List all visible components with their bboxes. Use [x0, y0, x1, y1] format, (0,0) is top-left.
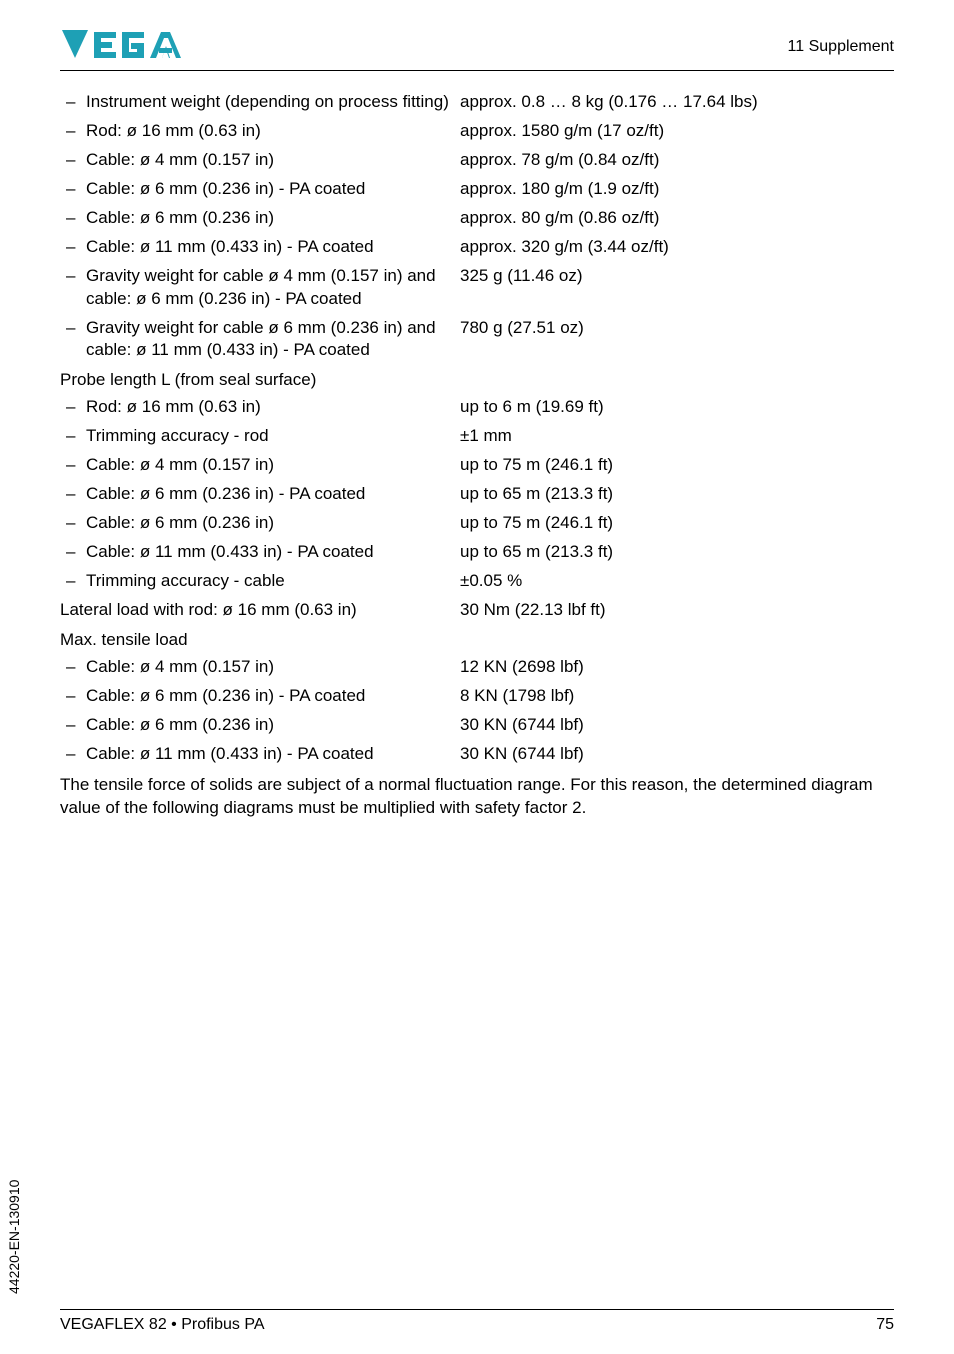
spec-label: Cable: ø 4 mm (0.157 in) [86, 149, 460, 172]
spec-label: Cable: ø 6 mm (0.236 in) [86, 714, 460, 737]
spec-row: –Cable: ø 6 mm (0.236 in)30 KN (6744 lbf… [60, 714, 894, 737]
list-dash: – [60, 120, 86, 143]
max-tensile-heading: Max. tensile load [60, 630, 894, 650]
spec-label: Lateral load with rod: ø 16 mm (0.63 in) [60, 599, 460, 622]
section-title: 11 Supplement [788, 38, 894, 56]
spec-row: –Cable: ø 11 mm (0.433 in) - PA coated30… [60, 743, 894, 766]
probe-length-heading: Probe length L (from seal surface) [60, 370, 894, 390]
spec-row: –Cable: ø 4 mm (0.157 in)approx. 78 g/m … [60, 149, 894, 172]
spec-value: approx. 80 g/m (0.86 oz/ft) [460, 207, 894, 230]
spec-label: Trimming accuracy - rod [86, 425, 460, 448]
document-id-vertical: 44220-EN-130910 [6, 1180, 22, 1294]
spec-row: –Instrument weight (depending on process… [60, 91, 894, 114]
spec-row: –Cable: ø 6 mm (0.236 in) - PA coated8 K… [60, 685, 894, 708]
spec-row: –Cable: ø 6 mm (0.236 in) - PA coatedup … [60, 483, 894, 506]
spec-row: –Trimming accuracy - rod±1 mm [60, 425, 894, 448]
spec-row: –Gravity weight for cable ø 4 mm (0.157 … [60, 265, 894, 311]
spec-label: Cable: ø 4 mm (0.157 in) [86, 656, 460, 679]
spec-label: Instrument weight (depending on process … [86, 91, 460, 114]
spec-value: 780 g (27.51 oz) [460, 317, 894, 340]
footer-left: VEGAFLEX 82 • Profibus PA [60, 1316, 265, 1334]
spec-row: –Cable: ø 11 mm (0.433 in) - PA coatedup… [60, 541, 894, 564]
spec-value: 325 g (11.46 oz) [460, 265, 894, 288]
spec-value: 30 KN (6744 lbf) [460, 714, 894, 737]
spec-row: –Cable: ø 4 mm (0.157 in)up to 75 m (246… [60, 454, 894, 477]
spec-value: approx. 1580 g/m (17 oz/ft) [460, 120, 894, 143]
spec-label: Gravity weight for cable ø 4 mm (0.157 i… [86, 265, 460, 311]
spec-value: ±1 mm [460, 425, 894, 448]
spec-label: Cable: ø 6 mm (0.236 in) [86, 512, 460, 535]
note-paragraph: The tensile force of solids are subject … [60, 774, 894, 820]
list-dash: – [60, 91, 86, 114]
spec-label: Trimming accuracy - cable [86, 570, 460, 593]
list-dash: – [60, 656, 86, 679]
list-dash: – [60, 743, 86, 766]
spec-label: Cable: ø 6 mm (0.236 in) - PA coated [86, 685, 460, 708]
list-dash: – [60, 178, 86, 201]
spec-row: –Cable: ø 6 mm (0.236 in) - PA coatedapp… [60, 178, 894, 201]
spec-label: Gravity weight for cable ø 6 mm (0.236 i… [86, 317, 460, 363]
list-dash: – [60, 483, 86, 506]
list-dash: – [60, 236, 86, 259]
spec-label: Cable: ø 6 mm (0.236 in) - PA coated [86, 178, 460, 201]
spec-label: Cable: ø 6 mm (0.236 in) - PA coated [86, 483, 460, 506]
spec-value: ±0.05 % [460, 570, 894, 593]
spec-row: –Rod: ø 16 mm (0.63 in)up to 6 m (19.69 … [60, 396, 894, 419]
page-footer: VEGAFLEX 82 • Profibus PA 75 [60, 1309, 894, 1334]
footer-page-number: 75 [876, 1316, 894, 1334]
list-dash: – [60, 685, 86, 708]
list-dash: – [60, 454, 86, 477]
spec-row: –Gravity weight for cable ø 6 mm (0.236 … [60, 317, 894, 363]
list-dash: – [60, 425, 86, 448]
list-dash: – [60, 714, 86, 737]
list-dash: – [60, 317, 86, 340]
list-dash: – [60, 541, 86, 564]
spec-value: approx. 320 g/m (3.44 oz/ft) [460, 236, 894, 259]
spec-row: –Cable: ø 6 mm (0.236 in)up to 75 m (246… [60, 512, 894, 535]
spec-value: 8 KN (1798 lbf) [460, 685, 894, 708]
spec-label: Cable: ø 11 mm (0.433 in) - PA coated [86, 743, 460, 766]
spec-label: Rod: ø 16 mm (0.63 in) [86, 120, 460, 143]
spec-value: up to 75 m (246.1 ft) [460, 512, 894, 535]
spec-label: Cable: ø 11 mm (0.433 in) - PA coated [86, 236, 460, 259]
list-dash: – [60, 396, 86, 419]
spec-value: approx. 180 g/m (1.9 oz/ft) [460, 178, 894, 201]
spec-value: up to 6 m (19.69 ft) [460, 396, 894, 419]
list-dash: – [60, 512, 86, 535]
spec-value: approx. 0.8 … 8 kg (0.176 … 17.64 lbs) [460, 91, 894, 114]
vega-logo [60, 28, 200, 66]
spec-row: –Trimming accuracy - cable±0.05 % [60, 570, 894, 593]
spec-value: 12 KN (2698 lbf) [460, 656, 894, 679]
list-dash: – [60, 570, 86, 593]
spec-value: 30 KN (6744 lbf) [460, 743, 894, 766]
list-dash: – [60, 207, 86, 230]
spec-label: Cable: ø 4 mm (0.157 in) [86, 454, 460, 477]
spec-label: Cable: ø 11 mm (0.433 in) - PA coated [86, 541, 460, 564]
spec-label: Cable: ø 6 mm (0.236 in) [86, 207, 460, 230]
page-header: 11 Supplement [60, 28, 894, 71]
spec-row: Lateral load with rod: ø 16 mm (0.63 in)… [60, 599, 894, 622]
spec-value: up to 65 m (213.3 ft) [460, 483, 894, 506]
spec-value: approx. 78 g/m (0.84 oz/ft) [460, 149, 894, 172]
list-dash: – [60, 149, 86, 172]
spec-value: 30 Nm (22.13 lbf ft) [460, 599, 894, 622]
spec-row: –Cable: ø 6 mm (0.236 in)approx. 80 g/m … [60, 207, 894, 230]
spec-value: up to 75 m (246.1 ft) [460, 454, 894, 477]
spec-value: up to 65 m (213.3 ft) [460, 541, 894, 564]
spec-row: –Cable: ø 4 mm (0.157 in)12 KN (2698 lbf… [60, 656, 894, 679]
spec-row: –Cable: ø 11 mm (0.433 in) - PA coatedap… [60, 236, 894, 259]
spec-row: –Rod: ø 16 mm (0.63 in)approx. 1580 g/m … [60, 120, 894, 143]
list-dash: – [60, 265, 86, 288]
spec-label: Rod: ø 16 mm (0.63 in) [86, 396, 460, 419]
